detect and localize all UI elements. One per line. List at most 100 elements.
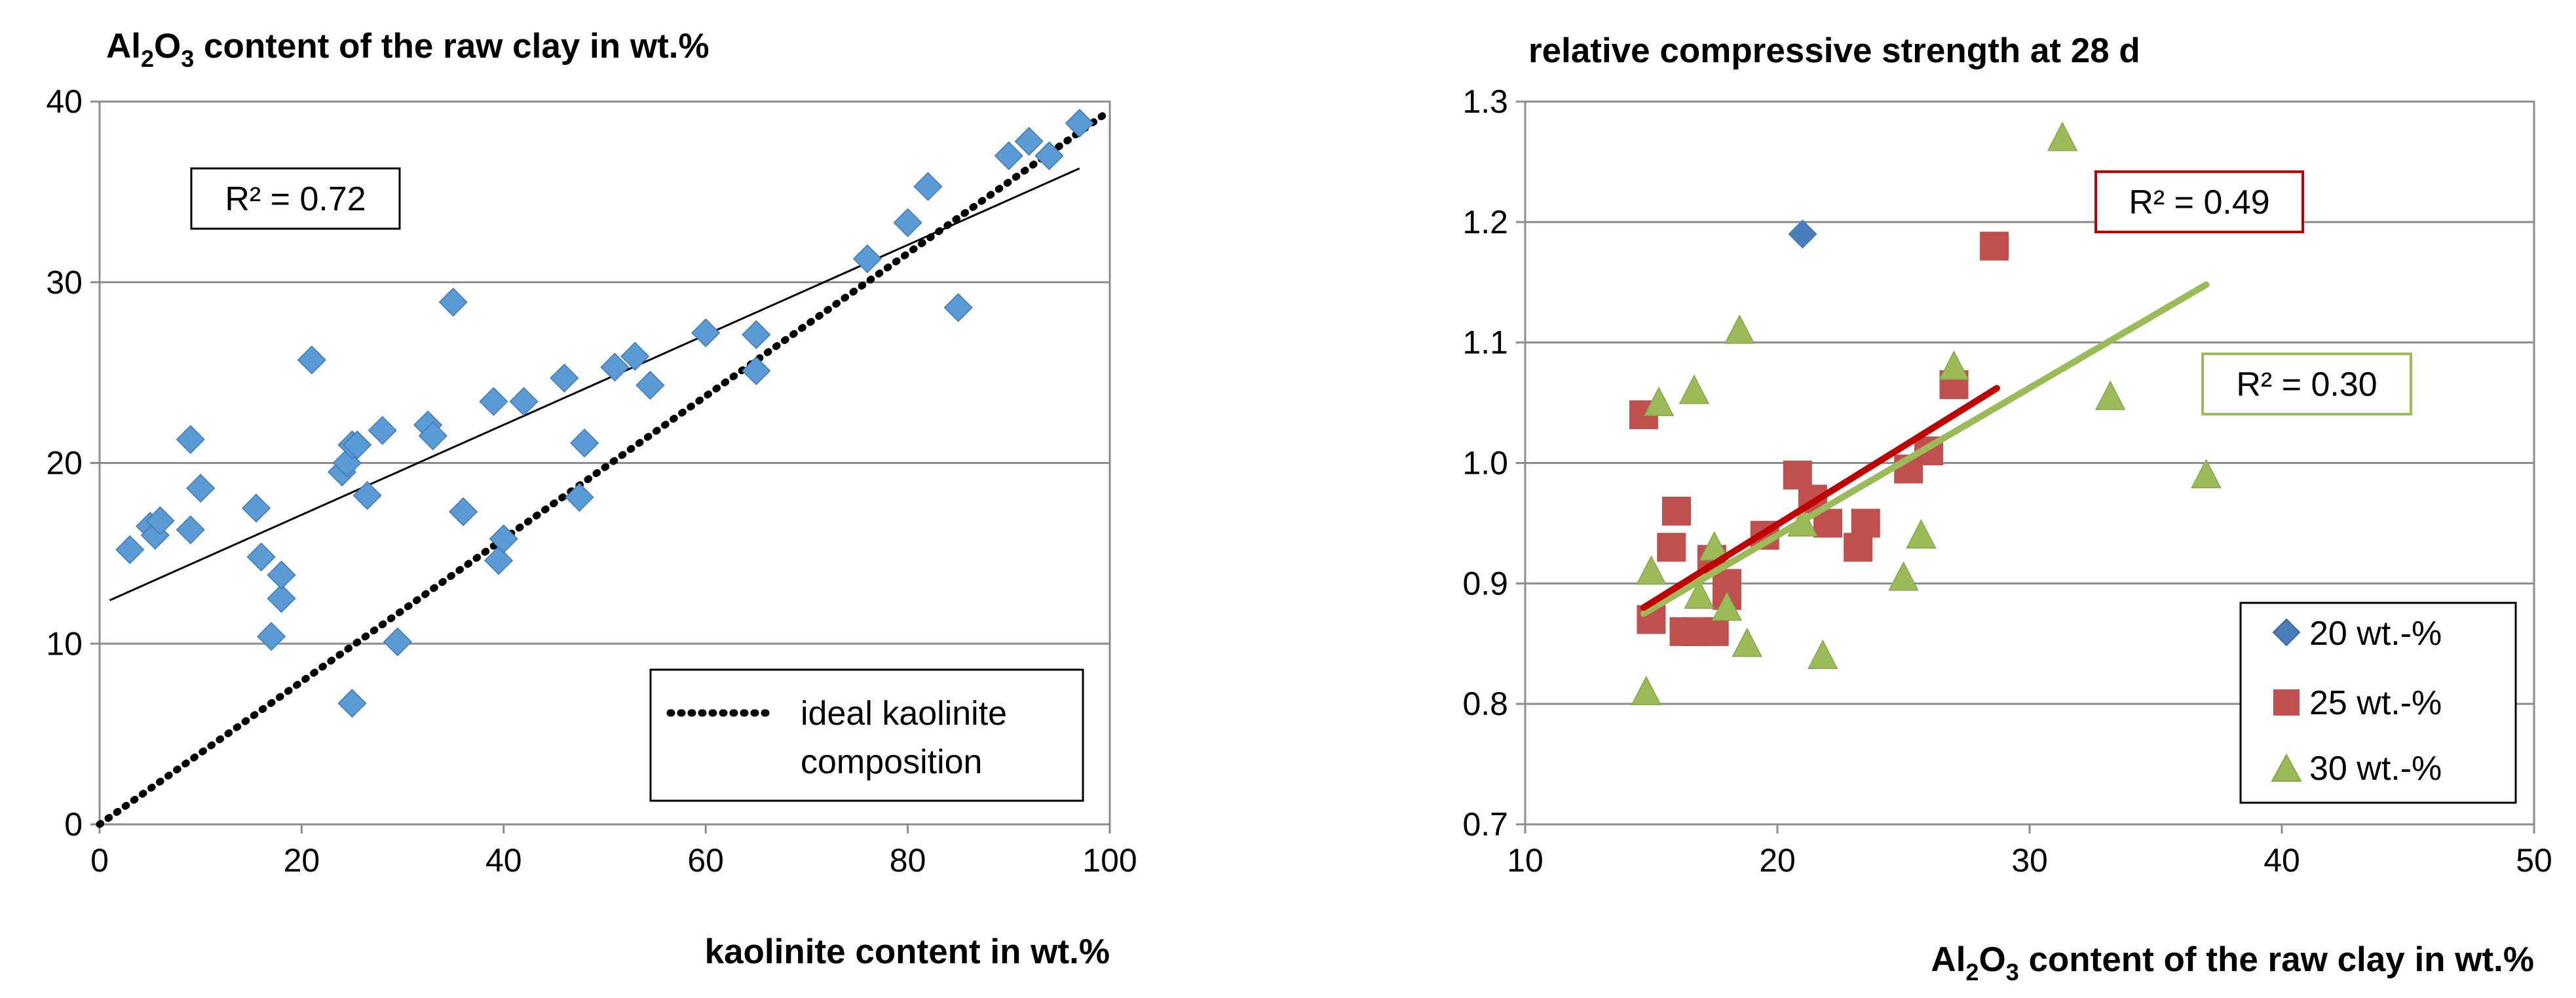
data-point-triangle	[1939, 350, 1969, 380]
x-tick-label: 40	[2263, 842, 2300, 879]
data-point	[383, 627, 412, 657]
x-tick-label: 30	[2011, 842, 2048, 879]
data-point	[742, 320, 771, 349]
data-point	[1065, 109, 1094, 138]
data-point	[852, 244, 882, 273]
data-point	[1034, 141, 1064, 170]
legend-triangle-marker	[2271, 753, 2302, 782]
data-point	[176, 515, 205, 545]
legend-label-20: 20 wt.-%	[2309, 615, 2442, 653]
y-tick-label: 1.2	[1462, 204, 1508, 240]
legend-ideal-kaolinite-line1: ideal kaolinite	[801, 695, 1007, 733]
chart2-r2-label-30: R² = 0.30	[2236, 366, 2377, 404]
data-point-triangle	[1724, 314, 1755, 344]
data-point	[570, 429, 599, 458]
data-point	[246, 542, 276, 571]
legend-diamond-marker	[2272, 618, 2301, 647]
legend-ideal-kaolinite-line2: composition	[801, 743, 982, 781]
data-point	[550, 363, 579, 393]
data-point	[635, 370, 665, 400]
y-tick-label: 0	[64, 806, 83, 843]
x-tick-label: 10	[1507, 842, 1544, 879]
data-point-triangle	[1636, 555, 1667, 585]
data-point	[479, 387, 508, 416]
data-point-triangle	[1643, 386, 1675, 416]
x-tick-label: 100	[1082, 842, 1137, 879]
legend-label-30: 30 wt.-%	[2309, 750, 2442, 788]
data-point	[691, 318, 721, 348]
data-point-triangle	[1631, 676, 1662, 706]
data-point-triangle	[1684, 579, 1714, 609]
data-point	[418, 421, 447, 451]
chart-kaolinite-vs-al2o3: Al2O3 content of the raw clay in wt.% 0 1…	[46, 27, 1137, 971]
data-point	[241, 493, 271, 523]
chart1-r2-label: R² = 0.72	[225, 180, 366, 218]
legend-label-25: 25 wt.-%	[2309, 684, 2442, 722]
y-tick-label: 1.1	[1462, 324, 1508, 361]
data-point	[115, 535, 145, 564]
x-tick-label: 40	[485, 842, 522, 879]
data-point-triangle	[2191, 459, 2222, 489]
chart2-r2-box-30: R² = 0.30	[2201, 353, 2412, 415]
data-point	[620, 341, 650, 371]
data-point	[438, 288, 468, 317]
data-point-square	[1783, 460, 1812, 489]
data-point	[176, 425, 205, 454]
chart2-r2-label-25: R² = 0.49	[2129, 183, 2269, 221]
data-point	[893, 208, 922, 237]
data-point	[1014, 126, 1044, 156]
trendline	[109, 167, 1080, 602]
data-point	[509, 387, 539, 416]
y-tick-label: 1.0	[1462, 445, 1508, 482]
x-tick-label: 20	[284, 842, 320, 879]
legend-item-20: 20 wt.-%	[2272, 615, 2442, 653]
data-point	[489, 524, 518, 554]
data-point-diamond	[1788, 220, 1817, 249]
chart2-title: relative compressive strength at 28 d	[1528, 31, 2140, 70]
data-point	[994, 141, 1023, 170]
data-point-triangle	[1888, 561, 1919, 591]
y-tick-label: 10	[46, 625, 83, 662]
data-point-triangle	[1808, 640, 1838, 669]
data-point-triangle	[1678, 374, 1710, 404]
data-point	[565, 482, 594, 512]
y-tick-label: 30	[46, 264, 83, 301]
data-point-square	[1851, 509, 1880, 538]
data-point	[913, 172, 943, 201]
chart2-r2-box-25: R² = 0.49	[2094, 170, 2304, 233]
data-point	[484, 546, 514, 575]
chart1-legend: ideal kaolinite composition	[649, 668, 1084, 802]
data-point	[145, 506, 175, 535]
y-tick-label: 20	[46, 445, 83, 482]
x-tick-label: 80	[890, 842, 926, 879]
trendline-25	[1640, 385, 2000, 611]
data-point	[297, 345, 326, 375]
data-point-square	[1980, 231, 2009, 261]
data-point-triangle	[1711, 591, 1743, 621]
y-tick-label: 0.7	[1462, 806, 1508, 843]
trendline-30	[1640, 281, 2210, 617]
chart1-r2-box: R² = 0.72	[190, 167, 401, 230]
chart2-x-axis-label: Al2O3 content of the raw clay in wt.%	[1931, 940, 2534, 986]
data-point-square	[1699, 617, 1729, 646]
x-tick-label: 20	[1759, 842, 1796, 879]
chart1-x-axis-label: kaolinite content in wt.%	[705, 932, 1110, 971]
data-point	[257, 622, 286, 651]
chart2-legend: 20 wt.-% 25 wt.-% 30 wt.-%	[2239, 602, 2517, 804]
data-point-square	[1657, 533, 1686, 562]
chart1-title: Al2O3 content of the raw clay in wt.%	[106, 27, 710, 72]
y-tick-label: 40	[46, 83, 83, 120]
data-point-triangle	[1906, 519, 1937, 549]
data-point	[267, 560, 296, 590]
chart-compressive-strength: relative compressive strength at 28 d 0.…	[1462, 31, 2552, 986]
data-point	[742, 356, 771, 385]
data-point	[343, 430, 372, 459]
data-point	[368, 415, 397, 445]
data-point	[943, 293, 973, 322]
y-tick-label: 1.3	[1462, 83, 1508, 120]
data-point	[267, 584, 296, 613]
data-point	[600, 353, 630, 382]
data-point-triangle	[2094, 380, 2126, 410]
data-point	[352, 481, 382, 510]
